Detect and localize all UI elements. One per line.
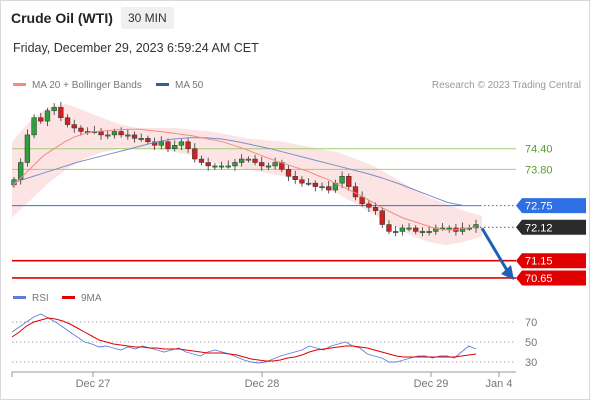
9ma-swatch <box>62 295 75 299</box>
legend-ma20-label: MA 20 + Bollinger Bands <box>32 80 142 91</box>
candle-body <box>372 207 379 211</box>
candle-body <box>145 138 151 143</box>
ma20-swatch <box>13 82 26 86</box>
candle-body <box>292 176 298 180</box>
candle-body <box>125 134 131 137</box>
candle-body <box>58 107 64 118</box>
candle-body <box>339 176 345 184</box>
rsi-tick-label: 30 <box>525 357 537 369</box>
candle-body <box>225 165 231 168</box>
candle-body <box>272 162 278 167</box>
support-tag-5 <box>516 270 586 286</box>
ma50-line <box>11 137 480 207</box>
candle-body <box>31 117 37 136</box>
candle-body <box>98 131 104 136</box>
candle-body <box>326 186 332 191</box>
candle-body <box>78 127 84 132</box>
resistance-label-0: 74.40 <box>525 144 553 156</box>
rsi-swatch <box>13 295 26 299</box>
current-tag-3 <box>516 219 586 235</box>
candle-body <box>24 134 31 163</box>
bollinger-band <box>12 103 482 246</box>
candle-body <box>406 227 412 230</box>
candle-body <box>379 210 385 225</box>
rsi-line <box>11 313 477 364</box>
legend-rsi-label: RSI <box>32 293 49 304</box>
candle-body <box>393 231 399 233</box>
candle-body <box>158 141 164 146</box>
candle-body <box>359 196 365 205</box>
x-tick-label: Dec 28 <box>245 378 280 390</box>
candle-body <box>312 182 318 187</box>
legend-9ma-label: 9MA <box>81 293 102 304</box>
candle-body <box>285 169 292 177</box>
candle-body <box>473 224 479 229</box>
candle-body <box>205 162 211 167</box>
candle-body <box>239 158 245 163</box>
candle-body <box>252 158 258 163</box>
candle-body <box>198 158 205 163</box>
resistance-label-1: 73.80 <box>525 164 553 176</box>
candle-body <box>259 162 265 167</box>
candle-body <box>178 141 185 146</box>
candle-body <box>138 138 144 140</box>
support-tag-4 <box>516 253 586 269</box>
candle-body <box>245 158 251 161</box>
pivot-label-2: 72.75 <box>525 201 553 213</box>
candle-body <box>299 179 305 184</box>
candle-body <box>131 134 138 139</box>
candle-body <box>265 165 272 168</box>
candle-body <box>212 165 218 168</box>
credit-text: Research © 2023 Trading Central <box>431 80 581 91</box>
candle-body <box>44 110 51 122</box>
rsi-tick-label: 70 <box>525 317 537 329</box>
rsi-tick-label: 50 <box>525 337 537 349</box>
candle-body <box>446 227 452 230</box>
candle-body <box>51 107 57 112</box>
candle-body <box>64 117 71 125</box>
support-label-4: 71.15 <box>525 256 553 268</box>
candle-body <box>232 162 238 167</box>
candle-body <box>366 203 372 208</box>
candle-body <box>165 141 171 149</box>
forecast-arrow-head <box>501 264 514 280</box>
ma50-swatch <box>156 82 169 86</box>
legend-ma50-label: MA 50 <box>175 80 204 91</box>
ma20-line <box>11 128 477 231</box>
9ma-line <box>11 317 477 362</box>
candle-body <box>185 141 191 149</box>
candle-body <box>172 145 178 149</box>
legend-rsi: RSI <box>13 293 49 304</box>
forecast-arrow-shaft <box>480 227 510 273</box>
legend-9ma: 9MA <box>62 293 102 304</box>
x-tick-label: Dec 27 <box>76 378 111 390</box>
candle-body <box>18 162 24 180</box>
legend-ma20: MA 20 + Bollinger Bands <box>13 80 142 91</box>
candle-body <box>426 231 432 233</box>
candle-body <box>305 182 312 185</box>
x-tick-label: Dec 29 <box>414 378 449 390</box>
candle-body <box>71 124 77 129</box>
candle-body <box>38 117 44 122</box>
current-label-3: 72.12 <box>525 222 553 234</box>
timestamp: Friday, December 29, 2023 6:59:24 AM CET <box>13 41 259 55</box>
candle-body <box>399 227 405 232</box>
candle-body <box>413 227 419 232</box>
pivot-tag-2 <box>516 198 586 214</box>
timeframe-button[interactable]: 30 MIN <box>121 7 174 29</box>
legend-ma50: MA 50 <box>156 80 203 91</box>
candle-body <box>111 131 118 136</box>
candle-body <box>218 165 225 168</box>
support-label-5: 70.65 <box>525 273 553 285</box>
candle-body <box>118 131 124 136</box>
candle-body <box>346 176 352 187</box>
candle-body <box>105 134 111 137</box>
candle-body <box>192 148 198 160</box>
x-tick-label: Jan 4 <box>486 378 513 390</box>
instrument-title: Crude Oil (WTI) <box>11 10 113 26</box>
candle-body <box>386 224 392 232</box>
candle-body <box>419 231 426 233</box>
candle-body <box>319 186 325 189</box>
